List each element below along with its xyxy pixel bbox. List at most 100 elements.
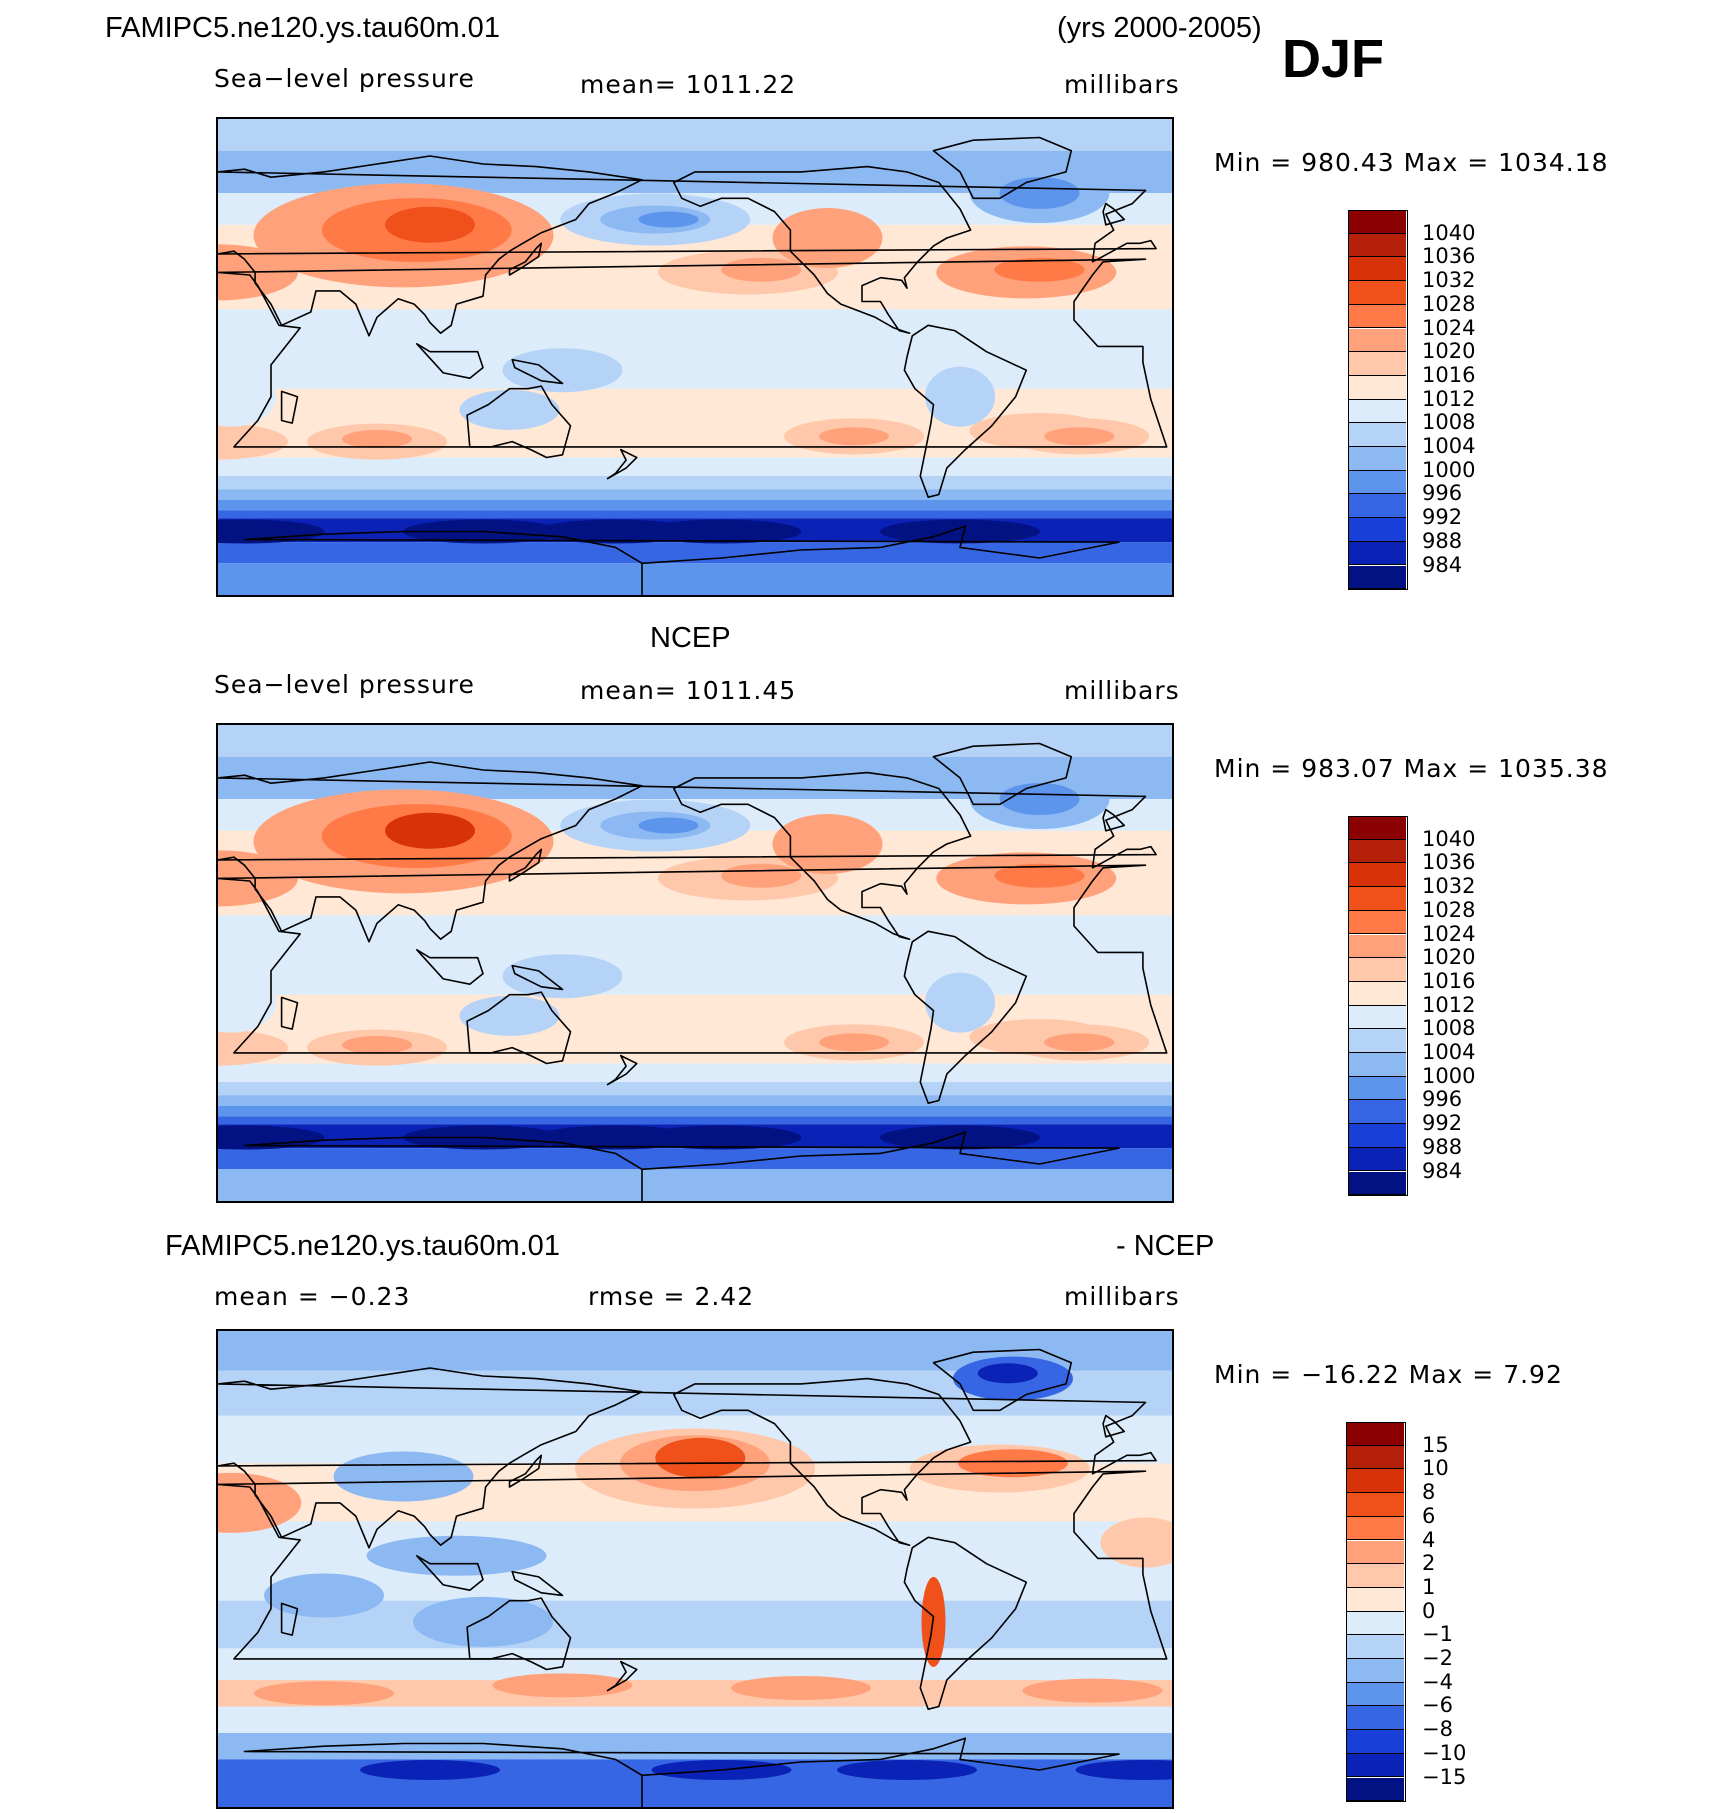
- pressure-cell: [655, 1437, 746, 1478]
- pressure-cell: [999, 177, 1080, 210]
- panel1-contour-plot: [218, 119, 1172, 595]
- colorbar-swatch: [1348, 399, 1406, 424]
- coastline-africa: [218, 258, 1168, 448]
- colorbar-swatch: [1348, 257, 1406, 282]
- coastline-north-america: [673, 1377, 972, 1546]
- colorbar-tick-label: 1016: [1422, 362, 1476, 387]
- colorbar-swatch: [1348, 518, 1406, 542]
- pressure-cell: [218, 366, 277, 427]
- pressure-band: [218, 476, 1172, 490]
- pressure-cell: [772, 814, 883, 874]
- pressure-band: [218, 489, 1172, 500]
- colorbar-swatch: [1348, 1076, 1406, 1101]
- pressure-cell: [925, 972, 995, 1033]
- panel2-minmax: Min = 983.07 Max = 1035.38: [1214, 754, 1609, 783]
- pressure-cell: [721, 257, 802, 282]
- colorbar-tick-label: 1024: [1422, 315, 1476, 340]
- colorbar-tick-label: 1036: [1422, 850, 1476, 875]
- colorbar-tick-label: −8: [1422, 1717, 1453, 1742]
- colorbar-frame: [1348, 816, 1408, 1197]
- coastline-new-guinea: [511, 964, 564, 991]
- colorbar-tick-label: 0: [1422, 1598, 1436, 1623]
- colorbar-tick-label: 15: [1422, 1432, 1449, 1457]
- pressure-band: [218, 119, 1172, 151]
- colorbar-tick-label: 1028: [1422, 897, 1476, 922]
- coastline-madagascar: [280, 1602, 299, 1636]
- panel2-variable: Sea−level pressure: [214, 670, 475, 699]
- pressure-cell: [218, 1472, 302, 1533]
- colorbar-tick-label: 992: [1422, 505, 1463, 530]
- pressure-cell: [994, 863, 1085, 888]
- colorbar-swatch: [1348, 447, 1406, 471]
- panel3-rmse: rmse = 2.42: [588, 1282, 755, 1311]
- colorbar-swatch: [1346, 1540, 1404, 1565]
- coastline-eurasia: [218, 155, 1157, 337]
- colorbar-tick-label: 1020: [1422, 945, 1476, 970]
- pressure-cell: [413, 1596, 553, 1647]
- colorbar-swatch: [1348, 352, 1406, 376]
- coastline-south-america: [903, 930, 1028, 1104]
- pressure-cell: [731, 1676, 871, 1700]
- coastline-new-zealand: [606, 448, 638, 480]
- colorbar-swatch: [1346, 1493, 1404, 1517]
- coastline-uk: [1102, 1414, 1126, 1438]
- colorbar-swatch: [1346, 1516, 1404, 1541]
- colorbar-tick-label: 1008: [1422, 1016, 1476, 1041]
- colorbar-frame: [1348, 210, 1408, 591]
- pressure-band: [218, 1706, 1172, 1733]
- panel2-contour-plot: [218, 725, 1172, 1201]
- colorbar-swatch: [1348, 494, 1406, 519]
- colorbar-swatch: [1348, 210, 1406, 234]
- colorbar-tick-label: −6: [1422, 1693, 1453, 1718]
- colorbar-swatch: [1346, 1564, 1404, 1588]
- colorbar-tick-label: 1000: [1422, 457, 1476, 482]
- colorbar-swatch: [1346, 1587, 1404, 1612]
- pressure-cell: [342, 429, 412, 448]
- colorbar-swatch: [1348, 328, 1406, 353]
- pressure-cell: [977, 1363, 1038, 1384]
- colorbar-tick-label: 996: [1422, 481, 1463, 506]
- coastline-indonesia: [416, 949, 484, 985]
- coastline-africa: [218, 864, 1168, 1054]
- pressure-band: [218, 309, 1172, 389]
- coastline-eurasia: [218, 1367, 1157, 1549]
- pressure-band: [218, 457, 1172, 476]
- colorbar-tick-label: 1020: [1422, 339, 1476, 364]
- colorbar-swatch: [1348, 470, 1406, 495]
- colorbar-swatch: [1346, 1611, 1404, 1636]
- colorbar-swatch: [1348, 1100, 1406, 1125]
- pressure-cell: [1044, 1033, 1115, 1052]
- colorbar-swatch: [1348, 375, 1406, 400]
- colorbar-swatch: [1348, 981, 1406, 1006]
- pressure-cell: [254, 1681, 394, 1706]
- pressure-cell: [1075, 1759, 1172, 1780]
- pressure-cell: [772, 208, 883, 268]
- coastline-south-america: [903, 324, 1028, 498]
- colorbar-tick-label: 1028: [1422, 291, 1476, 316]
- coastline-antarctica: [243, 1737, 1120, 1807]
- pressure-band: [218, 542, 1172, 564]
- pressure-cell: [492, 1673, 633, 1698]
- coastline-indonesia: [416, 343, 484, 379]
- pressure-cell: [819, 427, 889, 446]
- coastline-eurasia: [218, 761, 1157, 943]
- pressure-band: [218, 510, 1172, 519]
- coastline-new-guinea: [511, 358, 564, 385]
- colorbar-tick-label: 1040: [1422, 220, 1476, 245]
- pressure-cell: [218, 1029, 288, 1066]
- pressure-cell: [880, 1125, 1040, 1150]
- pressure-cell: [360, 1759, 500, 1780]
- pressure-cell: [502, 348, 623, 393]
- panel1-map: [216, 117, 1174, 597]
- colorbar-tick-label: 10: [1422, 1456, 1449, 1481]
- pressure-cell: [218, 972, 277, 1033]
- colorbar-tick-label: −2: [1422, 1646, 1453, 1670]
- coastline-uk: [1102, 202, 1126, 226]
- pressure-band: [218, 1095, 1172, 1106]
- years-label: (yrs 2000-2005): [1057, 12, 1262, 44]
- pressure-cell: [999, 783, 1080, 816]
- colorbar-tick-label: 1036: [1422, 244, 1476, 269]
- coastline-antarctica: [243, 1131, 1120, 1201]
- panel1-mean: mean= 1011.22: [580, 70, 797, 99]
- colorbar-tick-label: 1012: [1422, 992, 1476, 1017]
